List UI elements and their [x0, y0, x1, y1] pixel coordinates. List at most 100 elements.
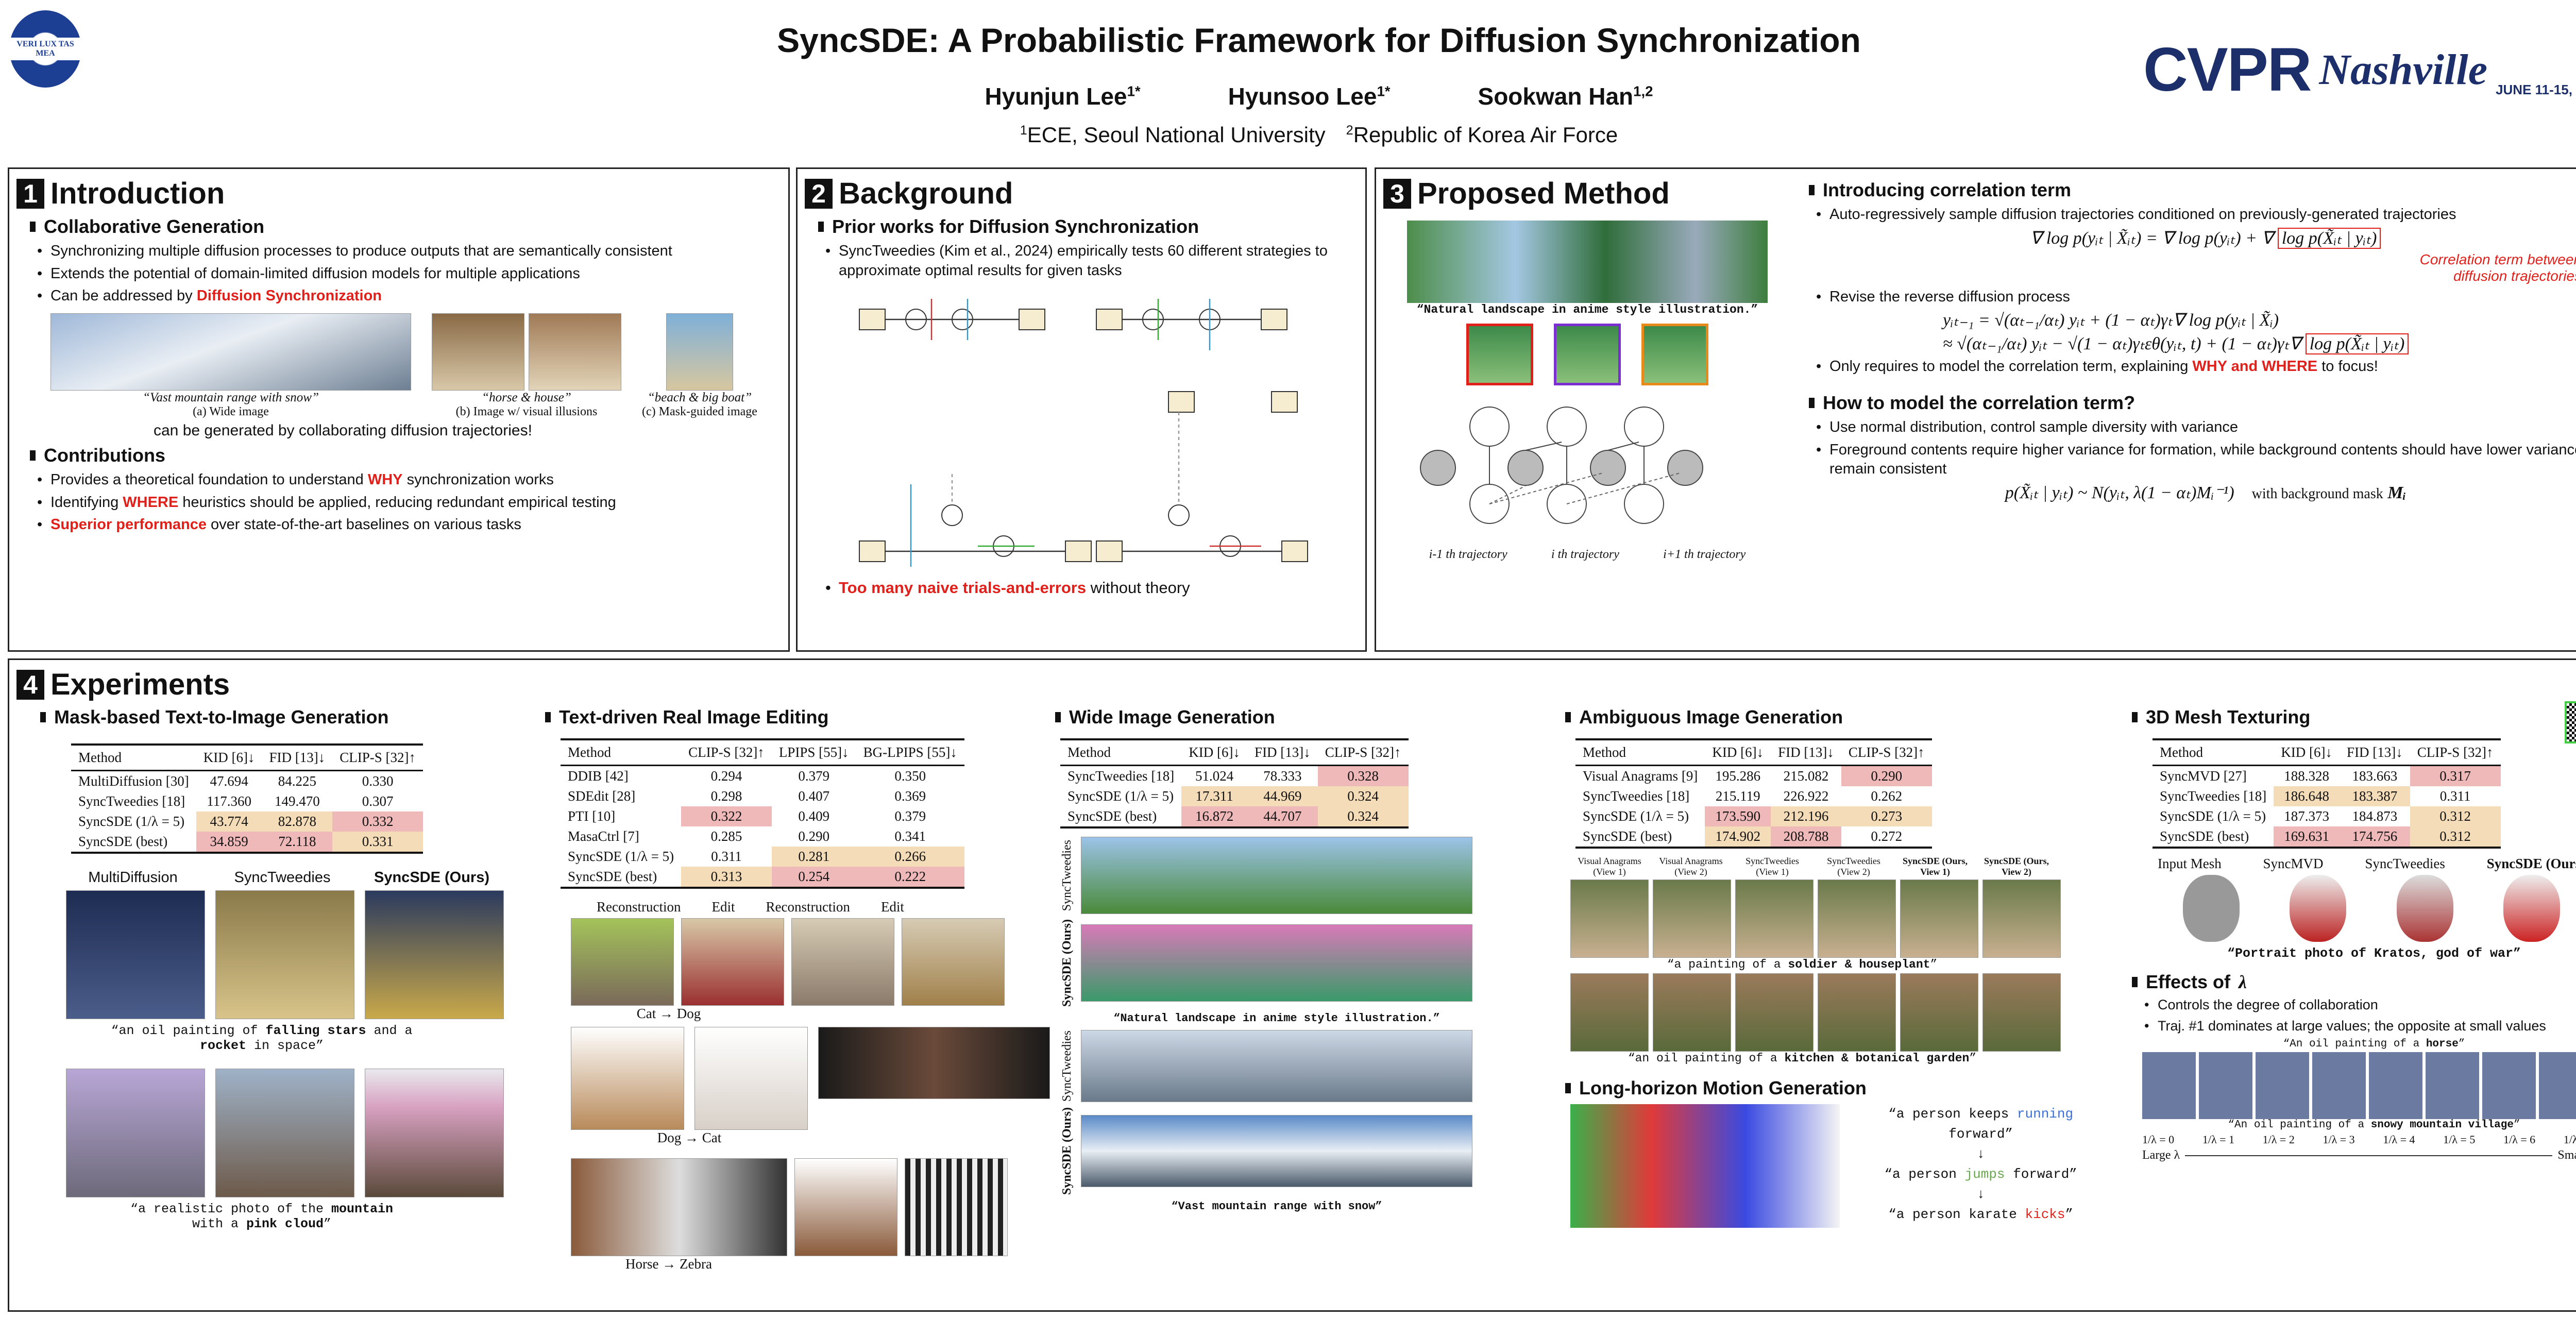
table-cell: 0.285: [710, 828, 742, 844]
table-cell: 187.373: [2284, 808, 2330, 824]
bullet: Synchronizing multiple diffusion process…: [37, 242, 788, 261]
column-header: KID [6]↓: [196, 745, 262, 771]
table-header-row: Method CLIP-S [32]↑ LPIPS [55]↓ BG-LPIPS [5…: [561, 739, 964, 766]
lambda-value: 1/λ = 5: [2443, 1133, 2476, 1146]
column-label: SyncSDE (Ours, View 1): [1902, 856, 1968, 877]
mask-image: [666, 313, 733, 391]
table-cell: SyncTweedies [18]: [1583, 788, 1690, 804]
subheading: 3D Mesh Texturing: [2132, 706, 2576, 728]
table-cell: MultiDiffusion [30]: [78, 773, 189, 789]
edit-pair-label: Cat → Dog: [636, 1006, 701, 1021]
result-image: [66, 890, 205, 1019]
table-row: SyncTweedies [18] 215.119 226.922 0.262: [1575, 786, 1932, 806]
results-table: Method CLIP-S [32]↑ LPIPS [55]↓ BG-LPIPS [5…: [561, 738, 964, 889]
subheading: Wide Image Generation: [1055, 706, 1539, 728]
lambda-value: 1/λ = 0: [2142, 1133, 2175, 1146]
table-row: SyncTweedies [18] 186.648 183.387 0.311: [2153, 786, 2501, 806]
column-header: BG-LPIPS [55]↓: [856, 739, 964, 766]
result-image: [1735, 880, 1814, 958]
poster-title: SyncSDE: A Probabilistic Framework for D…: [777, 21, 1861, 59]
author: Hyunsoo Lee1*: [1228, 83, 1391, 110]
lambda-value: 1/λ = 4: [2383, 1133, 2415, 1146]
synctweedies-diagrams: [859, 299, 1308, 567]
table-cell: 0.350: [894, 768, 926, 784]
lambda-value: 1/λ = 2: [2262, 1133, 2295, 1146]
bullet: Can be addressed by Diffusion Synchroniz…: [37, 286, 788, 306]
column-header: Method: [71, 745, 196, 771]
subheading: Collaborative Generation: [30, 216, 788, 238]
table-row: SyncSDE (1/λ = 5) 187.373 184.873 0.312: [2153, 806, 2501, 826]
qr-code[interactable]: [2565, 701, 2576, 743]
table-row: Visual Anagrams [9] 195.286 215.082 0.290: [1575, 765, 1932, 786]
table-row: SyncSDE (best) 174.902 208.788 0.272: [1575, 826, 1932, 848]
table-cell: 0.331: [332, 832, 423, 853]
lambda-value: 1/λ = 3: [2323, 1133, 2355, 1146]
column-label: SyncTweedies (View 2): [1827, 856, 1880, 877]
experiments-panel: 4 Experiments Mask-based Text-to-Image Ge…: [8, 658, 2576, 1312]
anime-landscape-image: [1407, 221, 1768, 303]
section-heading: 4 Experiments: [16, 667, 2576, 702]
table-row: MultiDiffusion [30] 47.694 84.225 0.330: [71, 771, 423, 792]
cvpr-logo: CVPR Nashville JUNE 11-15, 2025: [2143, 35, 2576, 104]
mesh-column: 3D Mesh Texturing Method KID [6]↓ FID [13]…: [2111, 701, 2576, 1162]
column-header: FID [13]↓: [1771, 739, 1841, 766]
column-header: FID [13]↓: [1247, 739, 1318, 766]
subheading: Mask-based Text-to-Image Generation: [40, 706, 514, 728]
mask-column: Mask-based Text-to-Image Generation Meth…: [30, 701, 514, 1231]
bullet: Only requires to model the correlation t…: [1816, 357, 2576, 377]
table-cell: 0.341: [894, 828, 926, 844]
edit-pair-label: Dog → Cat: [657, 1130, 722, 1145]
table-cell: 183.663: [2352, 768, 2398, 784]
table-cell: 0.312: [2410, 806, 2501, 826]
column-label: Visual Anagrams (View 1): [1578, 856, 1641, 877]
table-cell: 0.332: [332, 811, 423, 832]
table-cell: 17.311: [1181, 786, 1248, 806]
bullet: Foreground contents require higher varia…: [1816, 441, 2576, 479]
result-image: [1982, 973, 2061, 1052]
table-cell: 0.298: [710, 788, 742, 804]
table-cell: 0.330: [362, 773, 394, 789]
table-row: SDEdit [28] 0.298 0.407 0.369: [561, 786, 964, 806]
table-cell: 0.317: [2410, 765, 2501, 786]
table-header-row: Method KID [6]↓ FID [13]↓ CLIP-S [32]↑: [1575, 739, 1932, 766]
column-header: Method: [561, 739, 682, 766]
table-cell: 117.360: [207, 793, 251, 809]
table-cell: 16.872: [1181, 806, 1248, 827]
column-header: CLIP-S [32]↑: [332, 745, 423, 771]
affiliation: 1ECE, Seoul National University: [1020, 123, 1326, 147]
authors: Hyunjun Lee1* Hyunsoo Lee1* Sookwan Han1…: [0, 82, 2576, 110]
column-header: KID [6]↓: [2274, 739, 2340, 766]
table-cell: 0.311: [711, 849, 742, 864]
subheading: Prior works for Diffusion Synchronizatio…: [818, 216, 1365, 238]
result-image: [1818, 973, 1896, 1052]
method-figure: “Natural landscape in anime style illust…: [1407, 221, 1768, 562]
column-header: LPIPS [55]↓: [771, 739, 856, 766]
table-cell: SyncSDE (1/λ = 5): [2160, 808, 2266, 824]
result-image: [1818, 880, 1896, 958]
table-cell: 0.407: [798, 788, 830, 804]
table-cell: 0.281: [771, 847, 856, 867]
table-cell: 0.324: [1317, 806, 1409, 827]
trajectory-label: i+1 th trajectory: [1663, 548, 1746, 561]
table-row: SyncTweedies [18] 51.024 78.333 0.328: [1060, 765, 1409, 786]
table-cell: 188.328: [2284, 768, 2330, 784]
table-cell: 0.324: [1317, 786, 1409, 806]
section-heading: 2 Background: [805, 176, 1365, 211]
result-image: [1735, 973, 1814, 1052]
column-header: CLIP-S [32]↑: [681, 739, 772, 766]
table-row: SyncSDE (best) 16.872 44.707 0.324: [1060, 806, 1409, 827]
table-cell: SyncSDE (1/λ = 5): [1583, 808, 1689, 824]
column-header: KID [6]↓: [1705, 739, 1771, 766]
patch-image: [1466, 324, 1533, 385]
subheading: Long-horizon Motion Generation: [1565, 1077, 2101, 1099]
subheading: Text-driven Real Image Editing: [545, 706, 1050, 728]
table-row: SyncSDE (best) 34.859 72.118 0.331: [71, 832, 423, 853]
table-cell: 0.369: [894, 788, 926, 804]
bullet: Revise the reverse diffusion process: [1816, 288, 2576, 307]
column-header: Method: [1060, 739, 1182, 766]
table-cell: 215.082: [1783, 768, 1829, 784]
prompt: “a painting of a soldier & houseplant”: [1667, 958, 1938, 971]
equation: ≈ √(αₜ₋₁/αₜ) yᵢₜ − √(1 − αₜ)γₜεθ(yᵢₜ, t)…: [1943, 333, 2576, 355]
lambda-horse-strip: [2142, 1052, 2576, 1120]
table-cell: 0.379: [894, 808, 926, 824]
